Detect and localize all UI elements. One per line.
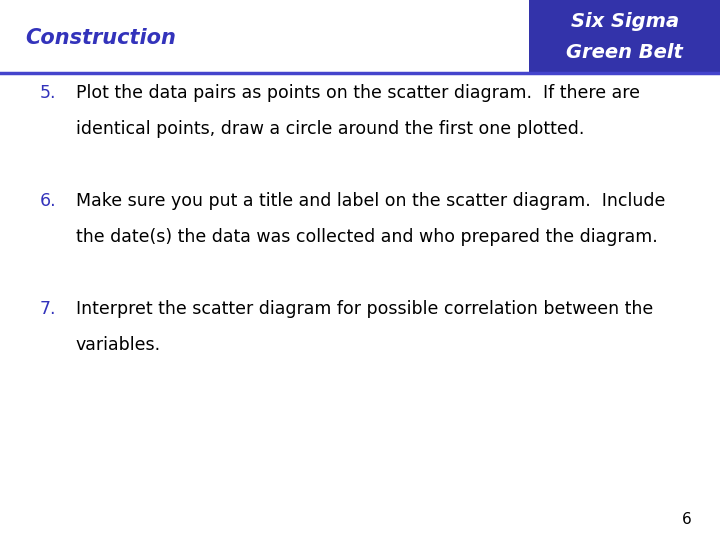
Text: identical points, draw a circle around the first one plotted.: identical points, draw a circle around t… bbox=[76, 120, 584, 138]
Text: 6: 6 bbox=[681, 511, 691, 526]
Text: Construction: Construction bbox=[25, 28, 176, 48]
Text: Green Belt: Green Belt bbox=[566, 43, 683, 62]
Text: 6.: 6. bbox=[40, 192, 56, 210]
Text: Six Sigma: Six Sigma bbox=[570, 12, 679, 31]
Text: Plot the data pairs as points on the scatter diagram.  If there are: Plot the data pairs as points on the sca… bbox=[76, 84, 639, 102]
Text: the date(s) the data was collected and who prepared the diagram.: the date(s) the data was collected and w… bbox=[76, 228, 657, 246]
Text: variables.: variables. bbox=[76, 336, 161, 354]
Text: 5.: 5. bbox=[40, 84, 56, 102]
Text: Make sure you put a title and label on the scatter diagram.  Include: Make sure you put a title and label on t… bbox=[76, 192, 665, 210]
Text: Interpret the scatter diagram for possible correlation between the: Interpret the scatter diagram for possib… bbox=[76, 300, 653, 318]
Text: 7.: 7. bbox=[40, 300, 56, 318]
